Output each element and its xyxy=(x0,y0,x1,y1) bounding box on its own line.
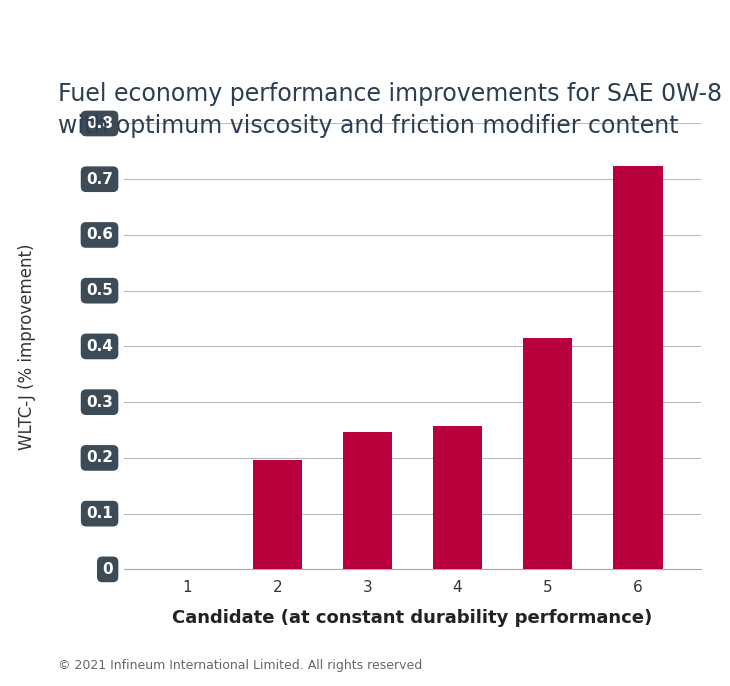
Text: 0.1: 0.1 xyxy=(86,506,113,521)
Bar xyxy=(253,460,302,569)
Text: Fuel economy performance improvements for SAE 0W-8
with optimum viscosity and fr: Fuel economy performance improvements fo… xyxy=(58,82,723,138)
Text: © 2021 Infineum International Limited. All rights reserved: © 2021 Infineum International Limited. A… xyxy=(58,659,423,672)
Y-axis label: WLTC-J (% improvement): WLTC-J (% improvement) xyxy=(18,243,36,450)
Bar xyxy=(523,338,572,569)
Bar xyxy=(613,166,663,569)
Text: 0: 0 xyxy=(102,562,113,577)
X-axis label: Candidate (at constant durability performance): Candidate (at constant durability perfor… xyxy=(172,609,653,628)
Text: 0.5: 0.5 xyxy=(86,283,113,298)
Text: 0.6: 0.6 xyxy=(86,228,113,242)
Text: 0.3: 0.3 xyxy=(86,394,113,410)
Text: 0.7: 0.7 xyxy=(86,172,113,187)
Bar xyxy=(433,426,483,569)
Text: 0.2: 0.2 xyxy=(86,451,113,465)
Text: 0.8: 0.8 xyxy=(86,116,113,131)
Text: 0.4: 0.4 xyxy=(86,339,113,354)
Bar xyxy=(342,431,392,569)
